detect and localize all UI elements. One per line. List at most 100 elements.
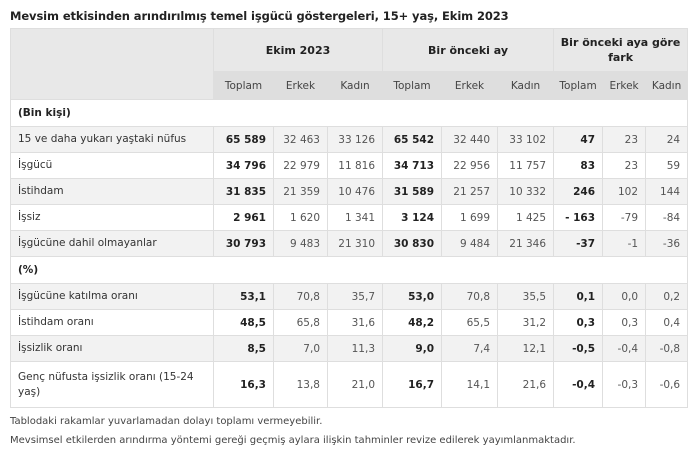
- value-cell: 59: [645, 152, 689, 179]
- value-cell: 53,0: [382, 283, 443, 310]
- section-label: (Bin kişi): [9, 99, 689, 127]
- row-label: İşgücüne katılma oranı: [10, 283, 214, 310]
- table-row: İstihdam 31 835 21 359 10 476 31 589 21 257 10…: [10, 178, 689, 205]
- value-cell: 11,3: [326, 335, 384, 362]
- value-cell: 35,7: [326, 283, 384, 310]
- table-row: İşsizlik oranı 8,5 7,0 11,3 9,0 7,4 12,1 -0,5 -0…: [10, 335, 689, 362]
- col-header-kadin: Kadın: [326, 71, 384, 100]
- col-header-toplam: Toplam: [382, 71, 443, 100]
- value-cell: 1 699: [441, 204, 499, 231]
- value-cell: 22 979: [273, 152, 328, 179]
- value-cell: -0,3: [602, 361, 647, 408]
- row-label: İşgücü: [10, 152, 214, 179]
- value-cell: 7,0: [273, 335, 328, 362]
- table-row: İşgücüne katılma oranı 53,1 70,8 35,7 53,0 70…: [10, 283, 689, 310]
- footnote-seasonal-revision: Mevsimsel etkilerden arındırma yöntemi g…: [10, 435, 576, 446]
- value-cell: 0,2: [645, 283, 689, 310]
- value-cell: 33 102: [497, 126, 555, 153]
- table-row: Genç nüfusta işsizlik oranı (15-24 yaş) 1…: [10, 361, 689, 408]
- value-cell: 14,1: [441, 361, 499, 408]
- subcolumn-header-row: Toplam Erkek Kadın Toplam Erkek Kadın To…: [11, 71, 689, 100]
- value-cell: 65 542: [382, 126, 443, 153]
- value-cell: 31,2: [497, 309, 555, 336]
- table-row: İşgücü 34 796 22 979 11 816 34 713 22 956 11 7…: [10, 152, 689, 179]
- value-cell: - 163: [553, 204, 604, 231]
- table-title: Mevsim etkisinden arındırılmış temel işg…: [10, 9, 509, 23]
- value-cell: 21,0: [326, 361, 384, 408]
- value-cell: -1: [602, 230, 647, 257]
- section-header-row: (%): [9, 256, 689, 284]
- value-cell: 35,5: [497, 283, 555, 310]
- value-cell: -0,4: [553, 361, 604, 408]
- value-cell: 9 484: [441, 230, 499, 257]
- table-row: İşgücüne dahil olmayanlar 30 793 9 483 21 3…: [10, 230, 689, 257]
- value-cell: 0,3: [553, 309, 604, 336]
- value-cell: 23: [602, 152, 647, 179]
- value-cell: 24: [645, 126, 689, 153]
- value-cell: 47: [553, 126, 604, 153]
- group-header-row: Ekim 2023 Bir önceki ay Bir önceki aya g…: [10, 28, 689, 100]
- value-cell: 9 483: [273, 230, 328, 257]
- value-cell: 48,5: [213, 309, 274, 336]
- value-cell: 21 257: [441, 178, 499, 205]
- value-cell: 21 346: [497, 230, 555, 257]
- value-cell: 11 816: [326, 152, 384, 179]
- group-header-previous-month: Bir önceki ay: [382, 28, 555, 72]
- value-cell: 1 425: [497, 204, 555, 231]
- col-header-erkek: Erkek: [273, 71, 328, 100]
- value-cell: 9,0: [382, 335, 443, 362]
- value-cell: -84: [645, 204, 689, 231]
- col-header-kadin: Kadın: [497, 71, 555, 100]
- value-cell: 10 332: [497, 178, 555, 205]
- value-cell: 246: [553, 178, 604, 205]
- value-cell: 30 830: [382, 230, 443, 257]
- value-cell: 32 440: [441, 126, 499, 153]
- value-cell: 3 124: [382, 204, 443, 231]
- value-cell: 65,8: [273, 309, 328, 336]
- table-row: İşsiz 2 961 1 620 1 341 3 124 1 699 1 425- 163…: [10, 204, 689, 231]
- value-cell: 33 126: [326, 126, 384, 153]
- row-label-header: [10, 28, 214, 100]
- footnote-rounding: Tablodaki rakamlar yuvarlamadan dolayı t…: [10, 416, 323, 427]
- value-cell: 32 463: [273, 126, 328, 153]
- value-cell: 30 793: [213, 230, 274, 257]
- value-cell: 2 961: [213, 204, 274, 231]
- row-label: İşsiz: [10, 204, 214, 231]
- table-row: 15 ve daha yukarı yaştaki nüfus 65 589 32 …: [10, 126, 689, 153]
- value-cell: 0,1: [553, 283, 604, 310]
- value-cell: 70,8: [441, 283, 499, 310]
- value-cell: 7,4: [441, 335, 499, 362]
- value-cell: 22 956: [441, 152, 499, 179]
- value-cell: -0,5: [553, 335, 604, 362]
- value-cell: 13,8: [273, 361, 328, 408]
- value-cell: 0,3: [602, 309, 647, 336]
- value-cell: 10 476: [326, 178, 384, 205]
- section-label: (%): [9, 256, 689, 284]
- value-cell: 34 796: [213, 152, 274, 179]
- col-header-kadin: Kadın: [645, 71, 689, 100]
- row-label: İstihdam: [10, 178, 214, 205]
- row-label: İşgücüne dahil olmayanlar: [10, 230, 214, 257]
- value-cell: 0,0: [602, 283, 647, 310]
- value-cell: -37: [553, 230, 604, 257]
- value-cell: 83: [553, 152, 604, 179]
- value-cell: 65,5: [441, 309, 499, 336]
- col-header-erkek: Erkek: [602, 71, 647, 100]
- value-cell: 31 835: [213, 178, 274, 205]
- value-cell: 0,4: [645, 309, 689, 336]
- value-cell: 65 589: [213, 126, 274, 153]
- col-header-toplam: Toplam: [213, 71, 274, 100]
- row-label: İşsizlik oranı: [10, 335, 214, 362]
- group-header-difference: Bir önceki aya göre fark: [553, 28, 689, 72]
- row-label: İstihdam oranı: [10, 309, 214, 336]
- value-cell: 102: [602, 178, 647, 205]
- value-cell: 144: [645, 178, 689, 205]
- value-cell: -0,8: [645, 335, 689, 362]
- value-cell: 23: [602, 126, 647, 153]
- labour-indicators-table: Ekim 2023 Bir önceki ay Bir önceki aya g…: [9, 28, 689, 408]
- value-cell: 53,1: [213, 283, 274, 310]
- value-cell: -0,4: [602, 335, 647, 362]
- value-cell: -79: [602, 204, 647, 231]
- table-row: İstihdam oranı 48,5 65,8 31,6 48,2 65,5 31,2 0,…: [10, 309, 689, 336]
- row-label: 15 ve daha yukarı yaştaki nüfus: [10, 126, 214, 153]
